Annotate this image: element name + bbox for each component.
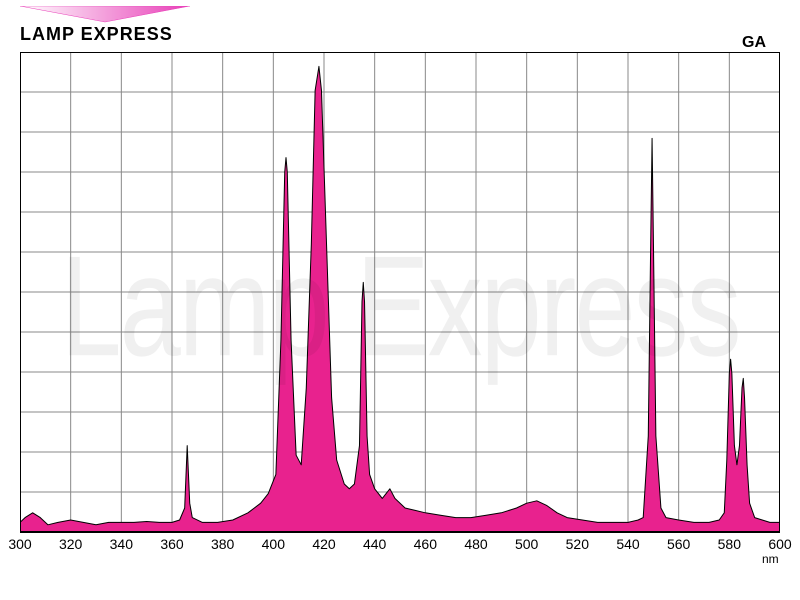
chart-label: GA — [742, 34, 766, 52]
x-tick-label: 580 — [718, 536, 741, 552]
chart-container: Lamp Express 300320340360380400420440460… — [20, 52, 780, 560]
x-tick-label: 440 — [363, 536, 386, 552]
x-tick-label: 380 — [211, 536, 234, 552]
page-root: LAMP EXPRESS GA Lamp Express 30032034036… — [0, 0, 800, 600]
x-tick-label: 460 — [414, 536, 437, 552]
x-tick-label: 400 — [262, 536, 285, 552]
x-tick-label: 480 — [464, 536, 487, 552]
brand-title: LAMP EXPRESS — [20, 24, 173, 45]
x-tick-label: 300 — [8, 536, 31, 552]
x-tick-label: 420 — [312, 536, 335, 552]
x-tick-label: 320 — [59, 536, 82, 552]
x-tick-label: 600 — [768, 536, 791, 552]
x-tick-label: 520 — [566, 536, 589, 552]
spectrum-chart — [20, 52, 780, 560]
x-axis-unit: nm — [762, 552, 779, 566]
x-tick-label: 360 — [160, 536, 183, 552]
header: LAMP EXPRESS GA — [20, 6, 780, 46]
brand-arrow-icon — [20, 6, 190, 24]
x-tick-label: 340 — [110, 536, 133, 552]
x-tick-label: 500 — [515, 536, 538, 552]
x-tick-label: 540 — [616, 536, 639, 552]
x-tick-label: 560 — [667, 536, 690, 552]
